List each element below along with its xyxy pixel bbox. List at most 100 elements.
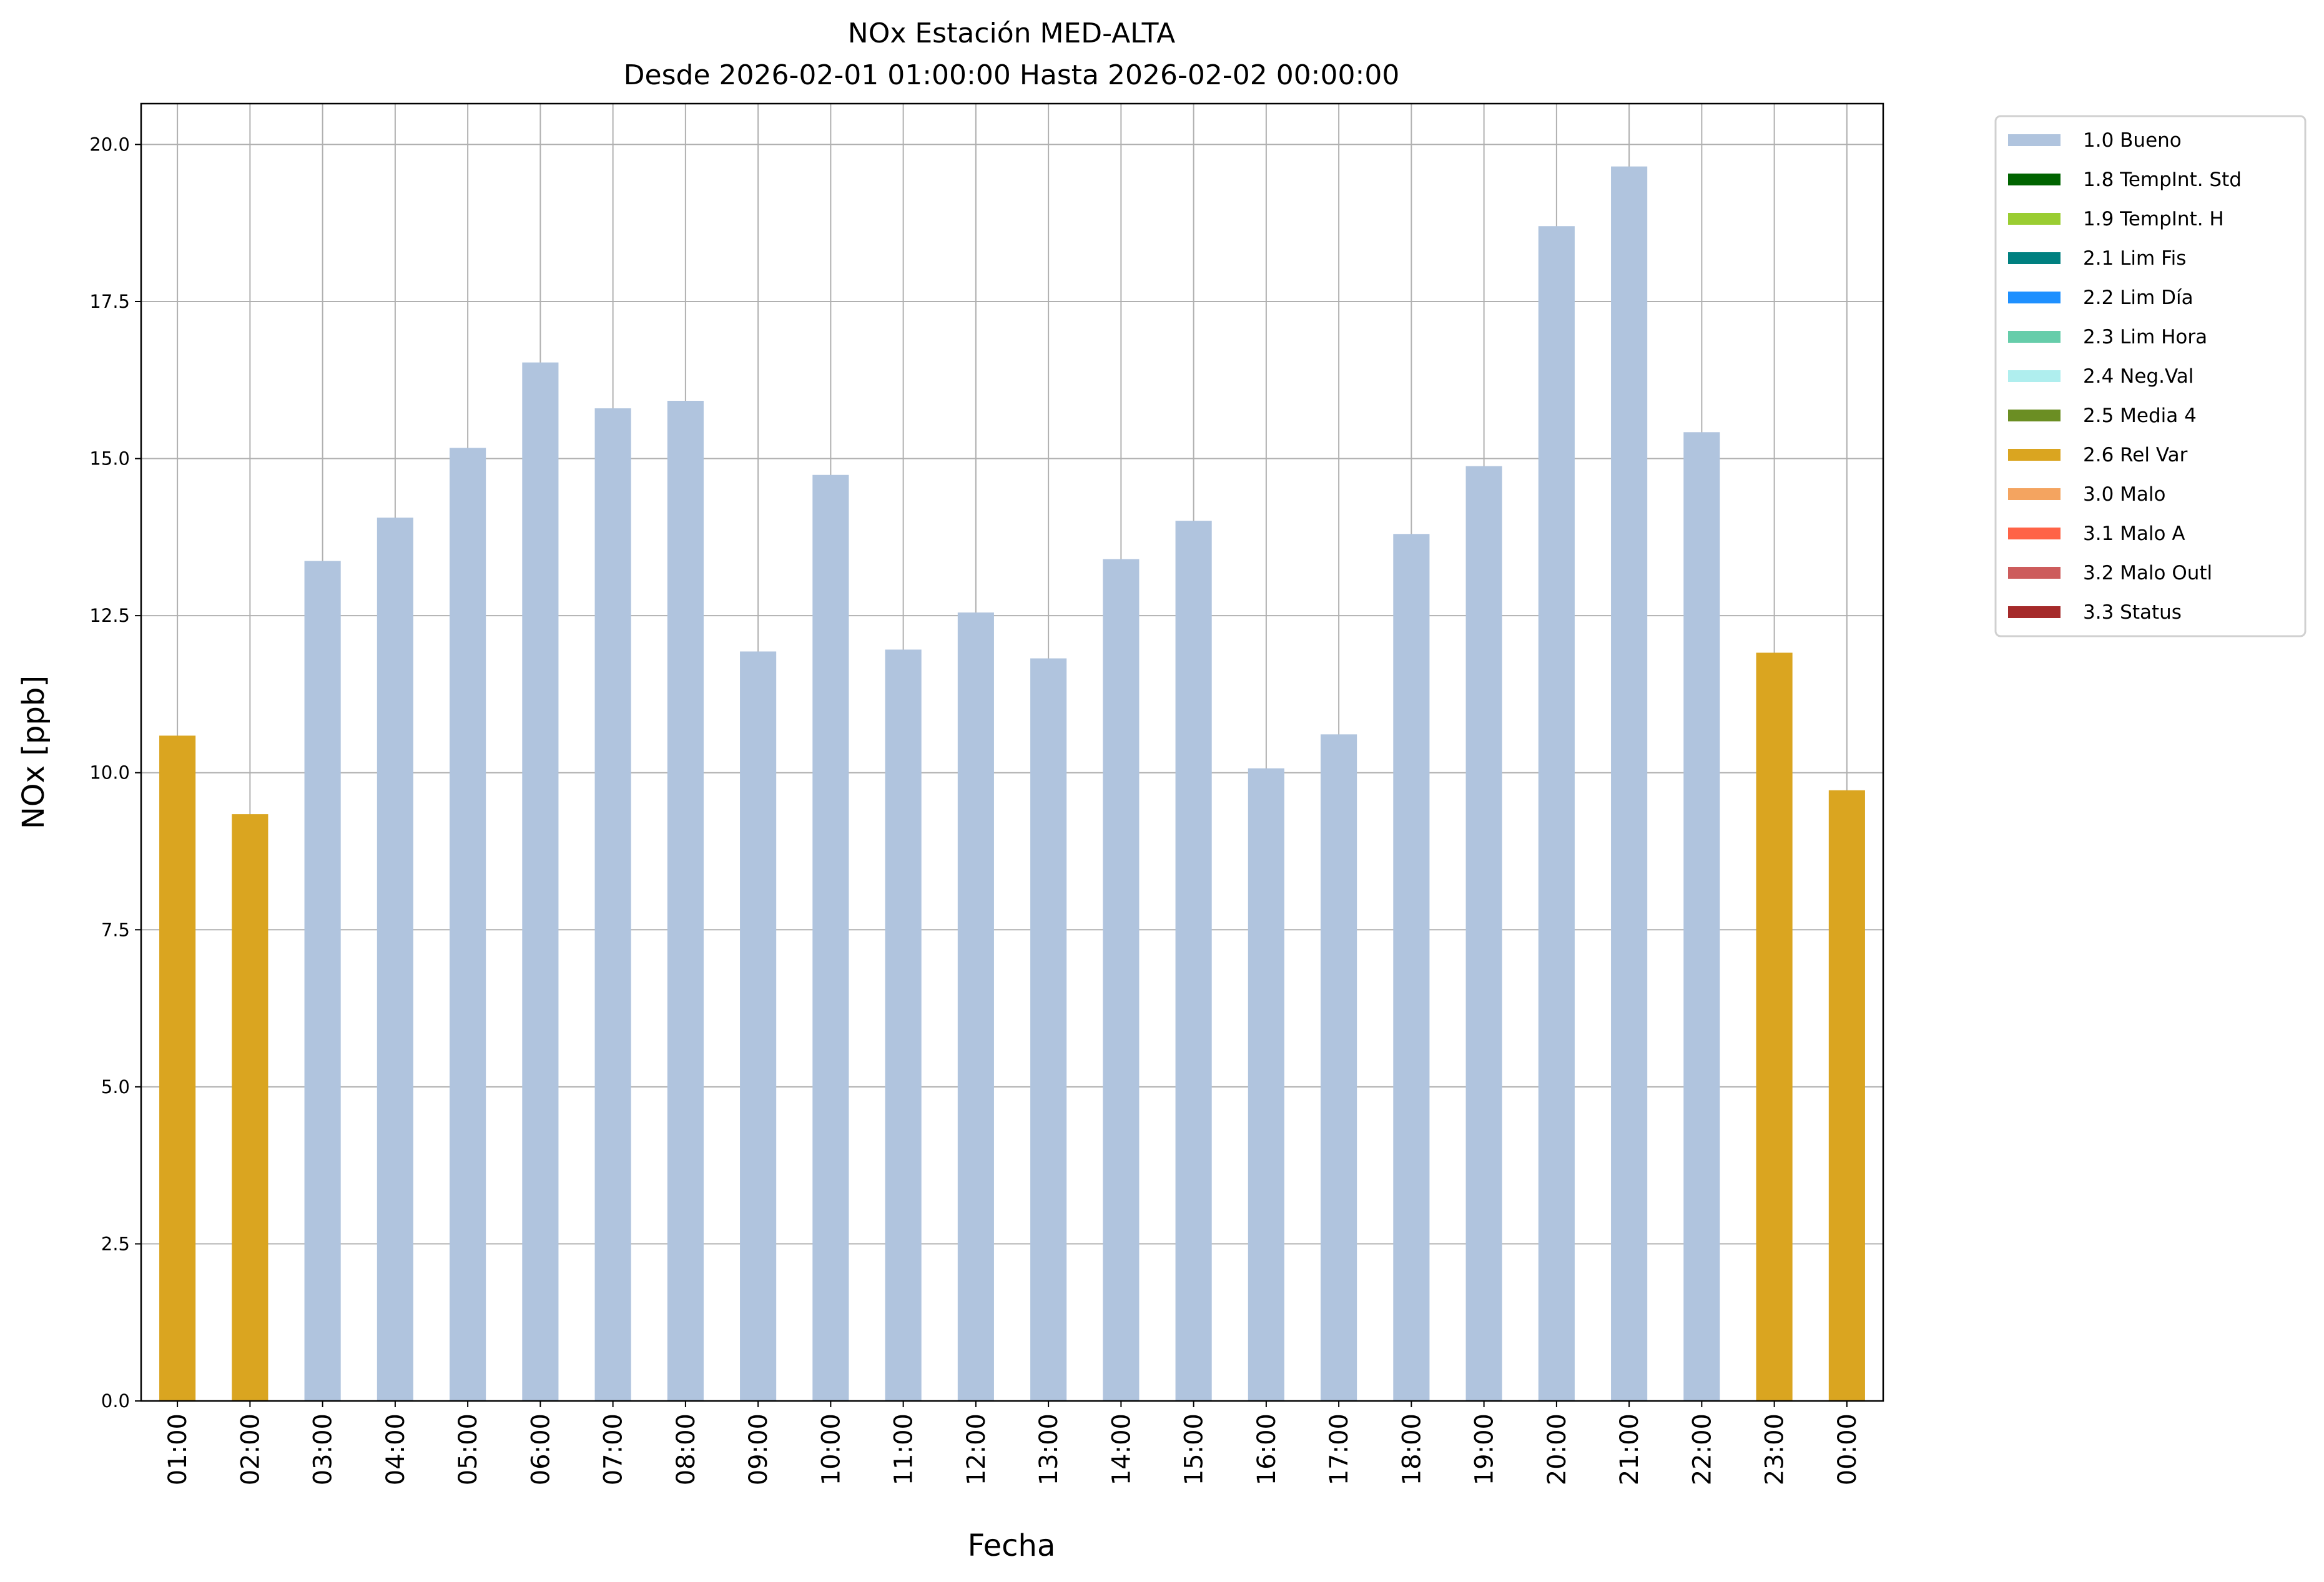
bar-0200 <box>232 814 268 1401</box>
y-tick-label: 7.5 <box>101 919 130 940</box>
legend-label: 2.5 Media 4 <box>2083 405 2197 427</box>
legend-swatch <box>2008 331 2061 343</box>
x-tick-label: 13:00 <box>1035 1413 1063 1485</box>
x-tick-label: 02:00 <box>236 1413 265 1485</box>
bar-0300 <box>304 561 341 1402</box>
bar-2000 <box>1538 226 1575 1402</box>
y-axis-label: NOx [ppb] <box>16 676 51 829</box>
x-tick-label: 18:00 <box>1397 1413 1426 1485</box>
y-tick-label: 5.0 <box>101 1076 130 1098</box>
bars <box>159 166 1865 1402</box>
legend-swatch <box>2008 174 2061 185</box>
x-tick-label: 01:00 <box>164 1413 192 1485</box>
legend-swatch <box>2008 292 2061 303</box>
bar-0900 <box>740 651 777 1401</box>
bar-1100 <box>885 649 922 1401</box>
chart-title: NOx Estación MED-ALTA <box>848 17 1175 49</box>
legend-frame <box>1994 115 2307 637</box>
legend-item: 2.3 Lim Hora <box>2008 326 2207 348</box>
x-tick-label: 19:00 <box>1470 1413 1499 1485</box>
x-tick-label: 07:00 <box>599 1413 628 1485</box>
legend-swatch <box>2008 567 2061 579</box>
legend-label: 3.1 Malo A <box>2083 523 2185 545</box>
legend-label: 2.6 Rel Var <box>2083 444 2188 466</box>
legend-item: 2.5 Media 4 <box>2008 405 2197 427</box>
bar-2300 <box>1756 652 1793 1401</box>
x-axis-label: Fecha <box>968 1528 1056 1563</box>
legend-item: 1.8 TempInt. Std <box>2008 169 2242 191</box>
bar-1400 <box>1103 559 1140 1401</box>
bar-1600 <box>1248 768 1284 1401</box>
legend-label: 1.0 Bueno <box>2083 129 2182 152</box>
y-tick-label: 12.5 <box>89 605 130 626</box>
legend-item: 3.0 Malo <box>2008 483 2165 506</box>
legend-item: 2.6 Rel Var <box>2008 444 2188 466</box>
legend-swatch <box>2008 449 2061 461</box>
x-tick-label: 14:00 <box>1107 1413 1136 1485</box>
legend-label: 3.3 Status <box>2083 601 2182 624</box>
x-tick-label: 05:00 <box>454 1413 483 1485</box>
legend-item: 2.2 Lim Día <box>2008 287 2194 309</box>
chart-subtitle: Desde 2026-02-01 01:00:00 Hasta 2026-02-… <box>624 59 1400 91</box>
y-tick-label: 15.0 <box>89 448 130 469</box>
legend-swatch <box>2008 252 2061 264</box>
legend-swatch <box>2008 410 2061 421</box>
bar-1800 <box>1393 534 1430 1401</box>
plot-frame <box>140 102 1884 1402</box>
legend-label: 2.1 Lim Fis <box>2083 247 2186 270</box>
x-tick-label: 09:00 <box>744 1413 773 1485</box>
y-tick-label: 0.0 <box>101 1390 130 1412</box>
bar-0400 <box>377 518 413 1401</box>
legend-swatch <box>2008 370 2061 382</box>
x-tick-label: 06:00 <box>526 1413 555 1485</box>
x-tick-label: 22:00 <box>1688 1413 1716 1485</box>
legend-swatch <box>2008 213 2061 225</box>
legend-swatch <box>2008 134 2061 146</box>
x-tick-label: 20:00 <box>1543 1413 1572 1485</box>
x-tick-label: 17:00 <box>1325 1413 1354 1485</box>
x-tick-label: 23:00 <box>1761 1413 1790 1485</box>
x-tick-label: 11:00 <box>890 1413 918 1485</box>
x-tick-label: 16:00 <box>1253 1413 1281 1485</box>
y-tick-label: 2.5 <box>101 1233 130 1254</box>
y-tick-label: 17.5 <box>89 291 130 312</box>
legend-label: 2.4 Neg.Val <box>2083 365 2194 388</box>
x-tick-label: 08:00 <box>672 1413 701 1485</box>
bar-2100 <box>1611 166 1648 1402</box>
bar-0500 <box>450 448 486 1401</box>
legend-label: 2.3 Lim Hora <box>2083 326 2207 348</box>
legend-item: 3.1 Malo A <box>2008 523 2185 545</box>
y-ticks: 0.0 2.5 5.0 7.5 10.0 12.5 15.0 17.5 20.0 <box>89 134 141 1412</box>
bar-0000 <box>1828 790 1865 1401</box>
legend-label: 3.2 Malo Outl <box>2083 562 2212 584</box>
x-tick-label: 21:00 <box>1615 1413 1644 1485</box>
x-tick-label: 03:00 <box>309 1413 338 1485</box>
y-tick-label: 20.0 <box>89 134 130 155</box>
legend-label: 1.8 TempInt. Std <box>2083 169 2242 191</box>
x-tick-label: 12:00 <box>962 1413 991 1485</box>
bar-1700 <box>1321 734 1357 1401</box>
x-ticks: 01:00 02:00 03:00 04:00 05:00 06:00 07:00 08:00… <box>164 1401 1862 1485</box>
bar-0800 <box>667 400 704 1401</box>
bar-1900 <box>1465 466 1502 1401</box>
legend-item: 1.0 Bueno <box>2008 129 2182 152</box>
legend: 1.0 Bueno 1.8 TempInt. Std 1.9 TempInt. H 2… <box>1994 115 2307 637</box>
legend-label: 1.9 TempInt. H <box>2083 208 2224 230</box>
legend-item: 2.4 Neg.Val <box>2008 365 2194 388</box>
legend-swatch <box>2008 606 2061 618</box>
legend-label: 2.2 Lim Día <box>2083 287 2194 309</box>
legend-swatch <box>2008 528 2061 539</box>
bar-1000 <box>812 474 849 1401</box>
x-tick-label: 15:00 <box>1180 1413 1209 1485</box>
bar-1500 <box>1175 521 1212 1401</box>
legend-item: 1.9 TempInt. H <box>2008 208 2224 230</box>
bar-1200 <box>957 612 994 1401</box>
x-tick-label: 10:00 <box>817 1413 845 1485</box>
legend-item: 3.2 Malo Outl <box>2008 562 2212 584</box>
y-tick-label: 10.0 <box>89 762 130 784</box>
bar-2200 <box>1683 432 1720 1401</box>
legend-label: 3.0 Malo <box>2083 483 2165 506</box>
x-tick-label: 04:00 <box>382 1413 410 1485</box>
bar-0100 <box>159 735 196 1401</box>
